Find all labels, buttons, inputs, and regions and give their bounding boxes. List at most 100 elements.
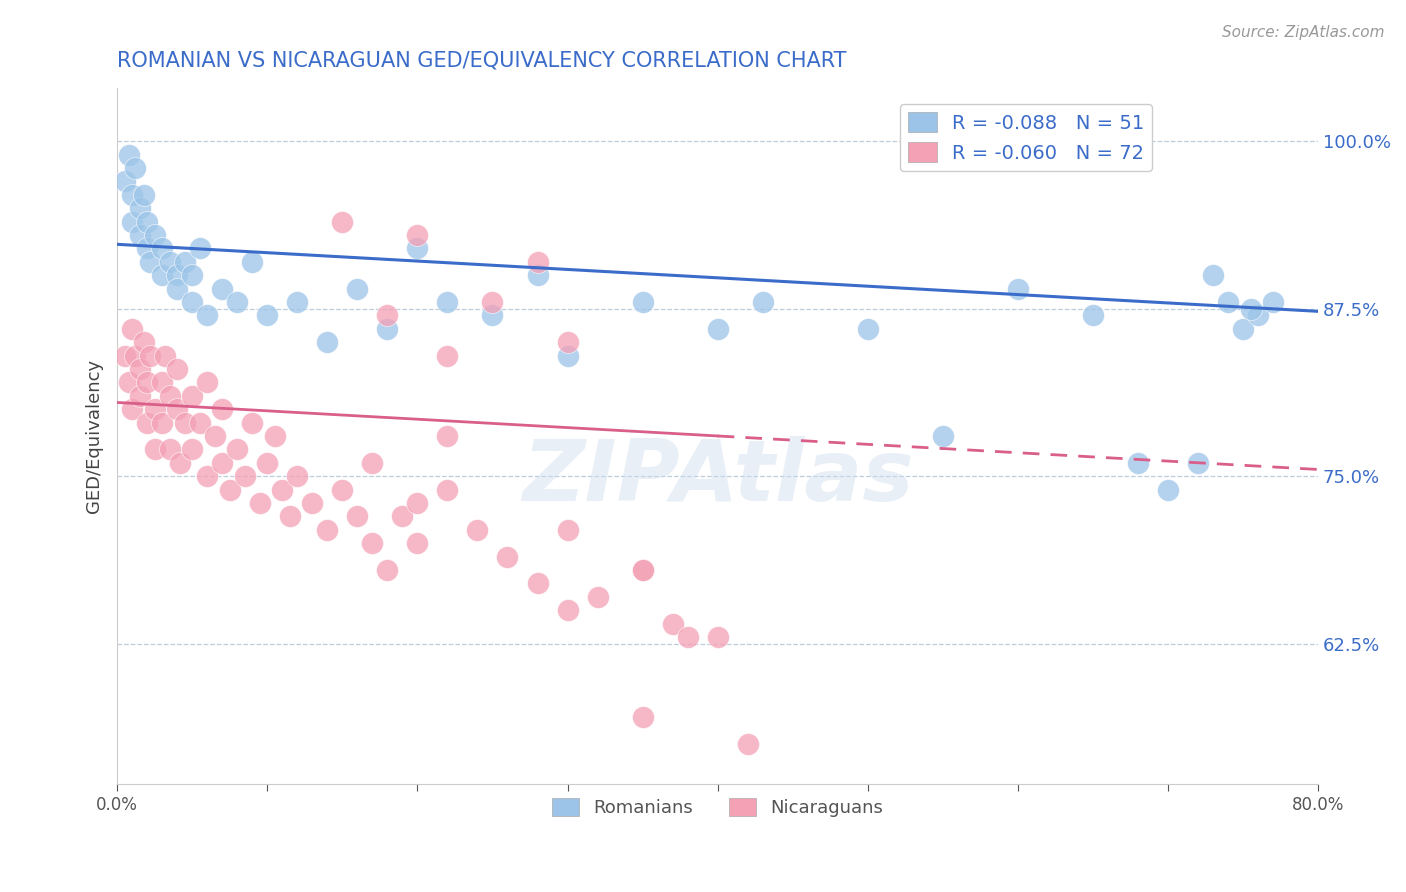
Point <box>136 376 159 390</box>
Point <box>856 322 879 336</box>
Point <box>526 254 548 268</box>
Point <box>436 429 458 443</box>
Point <box>932 429 955 443</box>
Point <box>124 349 146 363</box>
Point <box>436 483 458 497</box>
Point <box>166 268 188 282</box>
Point <box>361 456 384 470</box>
Point <box>526 576 548 591</box>
Point <box>188 416 211 430</box>
Point <box>631 563 654 577</box>
Point <box>211 281 233 295</box>
Point <box>218 483 240 497</box>
Point <box>134 335 156 350</box>
Point <box>181 295 204 310</box>
Point <box>631 710 654 724</box>
Point <box>128 389 150 403</box>
Point <box>263 429 285 443</box>
Point <box>557 349 579 363</box>
Point <box>377 309 399 323</box>
Point <box>150 416 173 430</box>
Point <box>301 496 323 510</box>
Point <box>226 295 249 310</box>
Point <box>1007 281 1029 295</box>
Point <box>285 295 308 310</box>
Point <box>737 737 759 751</box>
Point <box>1157 483 1180 497</box>
Point <box>114 174 136 188</box>
Point <box>676 630 699 644</box>
Point <box>233 469 256 483</box>
Point <box>361 536 384 550</box>
Point <box>481 309 503 323</box>
Point <box>150 268 173 282</box>
Point <box>195 376 218 390</box>
Point <box>586 590 609 604</box>
Point <box>124 161 146 175</box>
Point <box>1216 295 1239 310</box>
Point <box>377 563 399 577</box>
Point <box>1232 322 1254 336</box>
Point <box>256 456 278 470</box>
Point <box>155 349 177 363</box>
Point <box>143 402 166 417</box>
Point <box>1247 309 1270 323</box>
Point <box>181 442 204 457</box>
Point <box>557 523 579 537</box>
Point <box>143 227 166 242</box>
Point <box>114 349 136 363</box>
Text: ROMANIAN VS NICARAGUAN GED/EQUIVALENCY CORRELATION CHART: ROMANIAN VS NICARAGUAN GED/EQUIVALENCY C… <box>117 51 846 70</box>
Point <box>436 295 458 310</box>
Point <box>406 241 429 255</box>
Point <box>526 268 548 282</box>
Point <box>181 389 204 403</box>
Point <box>121 187 143 202</box>
Point <box>128 201 150 215</box>
Point <box>143 442 166 457</box>
Y-axis label: GED/Equivalency: GED/Equivalency <box>86 359 103 513</box>
Point <box>436 349 458 363</box>
Point <box>118 376 141 390</box>
Point <box>467 523 489 537</box>
Point <box>166 402 188 417</box>
Point <box>557 335 579 350</box>
Point <box>377 322 399 336</box>
Point <box>134 187 156 202</box>
Point <box>121 402 143 417</box>
Point <box>406 536 429 550</box>
Point <box>150 376 173 390</box>
Point <box>406 227 429 242</box>
Text: ZIPAtlas: ZIPAtlas <box>522 436 914 519</box>
Point <box>346 281 368 295</box>
Point <box>271 483 294 497</box>
Point <box>496 549 519 564</box>
Point <box>661 616 683 631</box>
Point <box>166 362 188 376</box>
Point <box>391 509 413 524</box>
Point <box>631 295 654 310</box>
Point <box>256 309 278 323</box>
Point <box>139 254 162 268</box>
Point <box>159 389 181 403</box>
Point <box>346 509 368 524</box>
Point <box>139 349 162 363</box>
Point <box>159 442 181 457</box>
Point <box>195 469 218 483</box>
Point <box>240 416 263 430</box>
Point <box>188 241 211 255</box>
Point <box>159 254 181 268</box>
Point <box>332 214 354 228</box>
Point <box>706 630 728 644</box>
Point <box>316 523 339 537</box>
Point <box>173 416 195 430</box>
Point <box>128 227 150 242</box>
Point <box>316 335 339 350</box>
Point <box>481 295 503 310</box>
Legend: Romanians, Nicaraguans: Romanians, Nicaraguans <box>544 790 891 824</box>
Point <box>706 322 728 336</box>
Point <box>1261 295 1284 310</box>
Point <box>211 402 233 417</box>
Point <box>121 322 143 336</box>
Point <box>128 362 150 376</box>
Point <box>166 281 188 295</box>
